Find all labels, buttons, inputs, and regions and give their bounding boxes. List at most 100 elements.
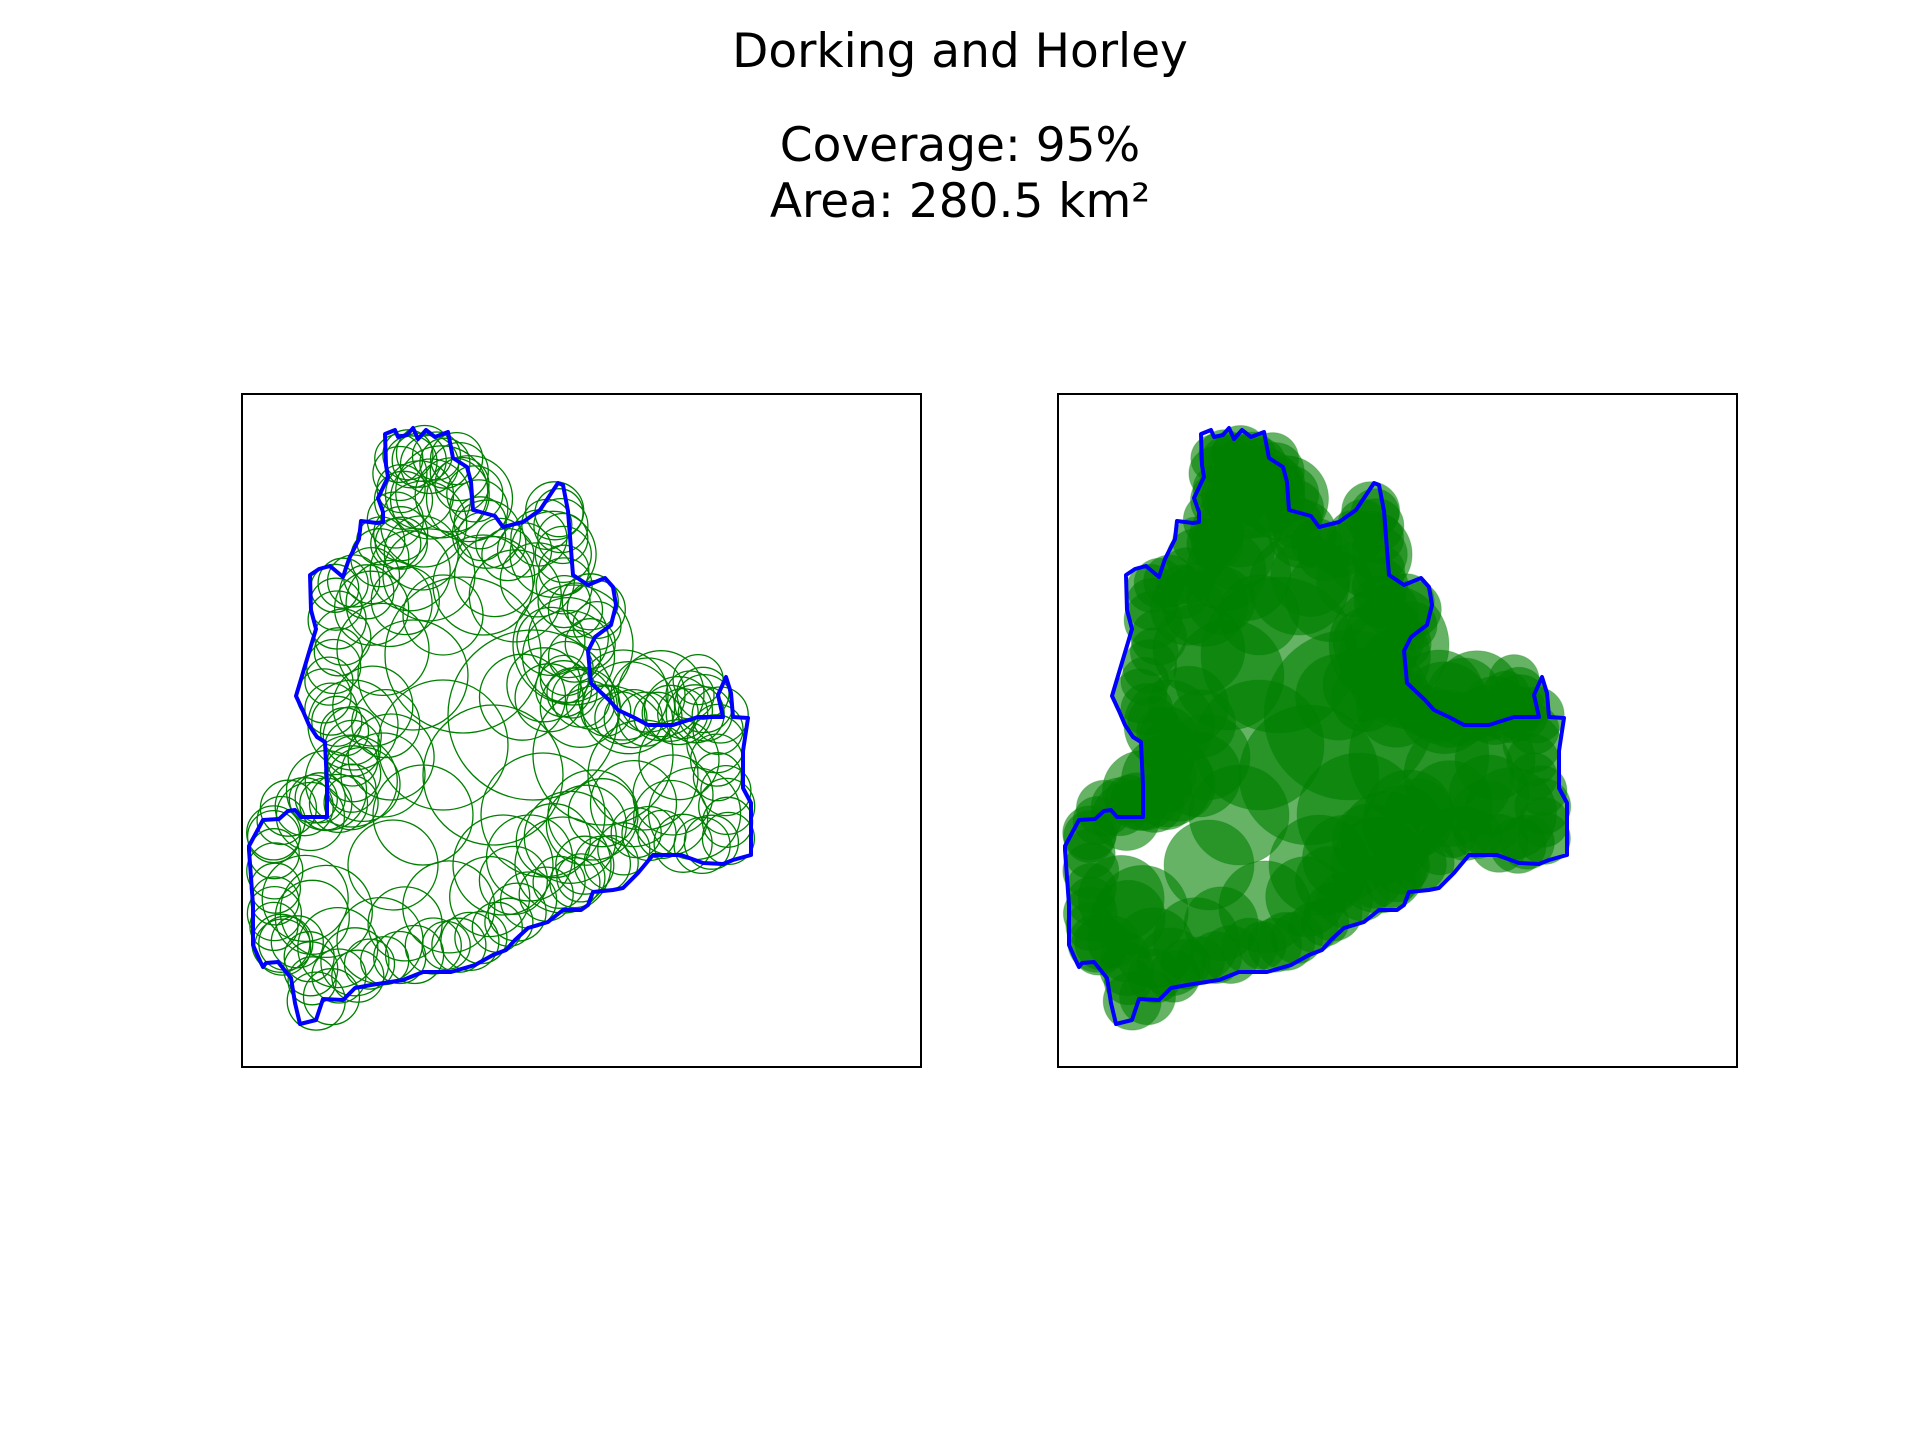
coverage-circle bbox=[340, 732, 426, 818]
coverage-circle bbox=[447, 629, 619, 801]
coverage-circle bbox=[449, 479, 509, 539]
coverage-circle bbox=[547, 769, 639, 861]
district-boundary bbox=[1063, 426, 1569, 1026]
coverage-circle bbox=[539, 654, 590, 705]
coverage-circle bbox=[533, 497, 589, 554]
coverage-panel-filled bbox=[1057, 393, 1738, 1068]
coverage-circle bbox=[382, 528, 476, 622]
coverage-circle bbox=[419, 437, 471, 489]
coverage-label: Coverage: 95% bbox=[779, 118, 1141, 173]
coverage-circle bbox=[527, 596, 609, 679]
coverage-circle bbox=[701, 796, 754, 848]
coverage-circles bbox=[1062, 425, 1572, 1031]
coverage-circle bbox=[657, 687, 709, 740]
coverage-circle bbox=[402, 574, 484, 656]
coverage-circle bbox=[425, 454, 514, 543]
coverage-circle bbox=[287, 956, 337, 1006]
coverage-panel-outlines bbox=[241, 393, 922, 1068]
coverage-circle bbox=[373, 930, 427, 985]
coverage-circle bbox=[556, 853, 606, 903]
coverage-circle bbox=[372, 445, 428, 502]
figure-title: Dorking and Horley bbox=[732, 24, 1188, 79]
coverage-circle bbox=[700, 764, 752, 817]
coverage-circle bbox=[432, 534, 534, 636]
coverage-circle bbox=[532, 855, 586, 909]
coverage-circle bbox=[279, 864, 373, 959]
coverage-circle bbox=[698, 777, 756, 836]
coverage-circle bbox=[641, 684, 699, 742]
coverage-circle bbox=[512, 584, 634, 706]
coverage-circle bbox=[545, 784, 628, 866]
coverage-circle bbox=[384, 576, 542, 734]
coverage-circle bbox=[347, 819, 439, 911]
coverage-circle bbox=[452, 814, 554, 916]
coverage-circle bbox=[421, 920, 471, 971]
coverage-circle bbox=[320, 927, 390, 997]
coverage-circle bbox=[692, 703, 744, 756]
coverage-circle bbox=[1077, 854, 1165, 942]
coverage-circle bbox=[577, 649, 669, 741]
coverage-circle bbox=[311, 695, 363, 747]
coverage-circle bbox=[377, 679, 509, 811]
coverage-circle bbox=[555, 835, 615, 895]
coverage-circle bbox=[322, 706, 382, 766]
coverage-circle bbox=[332, 665, 414, 747]
coverage-circle bbox=[369, 530, 451, 612]
coverage-circle bbox=[246, 885, 303, 942]
coverage-circle bbox=[304, 682, 358, 736]
coverage-circle bbox=[589, 759, 678, 848]
coverage-circle bbox=[319, 707, 370, 757]
coverage-circle bbox=[451, 499, 522, 569]
coverage-circle bbox=[499, 542, 576, 618]
coverage-circle bbox=[391, 432, 447, 488]
coverage-circle bbox=[1448, 754, 1530, 836]
coverage-circle bbox=[286, 971, 346, 1031]
coverage-circle bbox=[326, 554, 381, 608]
coverage-circle bbox=[561, 573, 619, 631]
filled-circles-plot bbox=[1062, 425, 1572, 1031]
coverage-circle bbox=[261, 854, 349, 943]
coverage-circle bbox=[422, 704, 564, 846]
coverage-circle bbox=[367, 886, 443, 962]
coverage-circle bbox=[1363, 769, 1455, 861]
coverage-circle bbox=[673, 816, 731, 875]
coverage-circle bbox=[336, 602, 430, 697]
coverage-circle bbox=[509, 510, 597, 598]
coverage-circle bbox=[475, 517, 527, 570]
coverage-circle bbox=[304, 656, 354, 706]
coverage-circle bbox=[567, 778, 638, 848]
coverage-circle bbox=[478, 653, 567, 741]
coverage-circle bbox=[535, 557, 593, 615]
district-boundary bbox=[247, 426, 753, 1026]
coverage-circle bbox=[351, 688, 421, 759]
coverage-circle bbox=[382, 429, 434, 481]
coverage-circle bbox=[581, 661, 676, 755]
coverage-circle bbox=[537, 574, 591, 629]
coverage-circles bbox=[246, 424, 756, 1031]
coverage-circle bbox=[383, 515, 459, 591]
coverage-circle bbox=[1268, 814, 1370, 916]
coverage-circle bbox=[323, 775, 379, 831]
coverage-circle bbox=[372, 764, 474, 866]
coverage-circle bbox=[1163, 819, 1255, 911]
coverage-circle bbox=[514, 816, 612, 914]
coverage-circle bbox=[317, 557, 369, 609]
coverage-circle bbox=[294, 772, 346, 824]
coverage-circle bbox=[246, 842, 304, 900]
coverage-circle bbox=[308, 773, 369, 834]
coverage-circle bbox=[449, 855, 531, 938]
coverage-circle bbox=[643, 675, 714, 746]
coverage-circle bbox=[538, 544, 590, 596]
coverage-circle bbox=[431, 917, 487, 973]
coverage-circle bbox=[274, 879, 350, 955]
coverage-circle bbox=[1218, 574, 1300, 656]
coverage-circle bbox=[1393, 649, 1485, 741]
coverage-circle bbox=[259, 779, 318, 837]
coverage-circle bbox=[313, 627, 363, 677]
coverage-circle bbox=[1156, 732, 1242, 818]
coverage-circle bbox=[304, 734, 398, 828]
area-label: Area: 280.5 km² bbox=[769, 174, 1151, 229]
coverage-circle bbox=[384, 924, 445, 985]
coverage-circle bbox=[402, 860, 496, 954]
coverage-circle bbox=[510, 509, 568, 567]
